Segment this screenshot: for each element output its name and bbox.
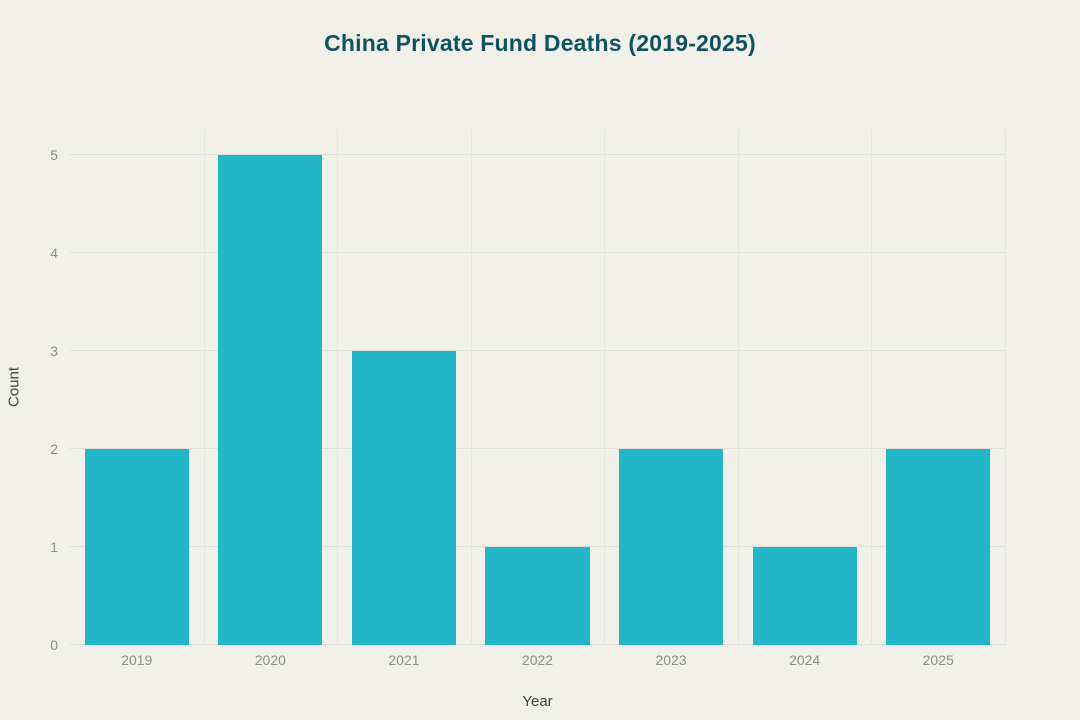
y-tick-label: 3	[50, 342, 58, 359]
x-axis-title: Year	[522, 693, 553, 710]
x-tick-label: 2023	[655, 652, 687, 668]
bar-2022	[485, 546, 590, 645]
x-axis-ticks: 2019 2020 2021 2022 2023 2024 2025	[70, 652, 1005, 672]
gridline-horizontal	[70, 545, 1005, 547]
bar-2024	[752, 546, 857, 645]
gridline-vertical	[604, 130, 606, 645]
gridline-vertical	[337, 130, 339, 645]
gridline-horizontal	[70, 349, 1005, 351]
plot-area	[70, 130, 1006, 645]
bar-2020	[218, 154, 323, 645]
y-tick-label: 5	[50, 146, 58, 163]
x-tick-label: 2025	[922, 652, 954, 668]
x-tick-label: 2019	[121, 652, 153, 668]
gridline-vertical	[203, 130, 205, 645]
gridline-vertical	[737, 130, 739, 645]
y-tick-label: 1	[50, 538, 58, 555]
x-tick-label: 2024	[789, 652, 821, 668]
bar-2023	[618, 448, 724, 645]
chart-title: China Private Fund Deaths (2019-2025)	[324, 30, 756, 56]
bar-2025	[886, 448, 991, 645]
y-tick-label: 4	[50, 244, 58, 261]
y-tick-label: 0	[50, 637, 58, 653]
gridline-vertical	[871, 130, 873, 645]
gridline-vertical	[470, 130, 472, 645]
y-axis-ticks: 0 1 2 3 4 5	[0, 130, 58, 653]
gridline-horizontal	[70, 251, 1005, 253]
gridline-horizontal	[70, 153, 1005, 155]
y-tick-label: 2	[50, 440, 58, 457]
gridline-horizontal	[70, 447, 1005, 449]
x-tick-label: 2021	[388, 652, 420, 668]
bar-2019	[84, 448, 189, 645]
gridline-vertical	[1005, 130, 1006, 645]
bar-2021	[351, 350, 456, 645]
x-tick-label: 2020	[254, 652, 286, 668]
x-tick-label: 2022	[521, 652, 554, 668]
